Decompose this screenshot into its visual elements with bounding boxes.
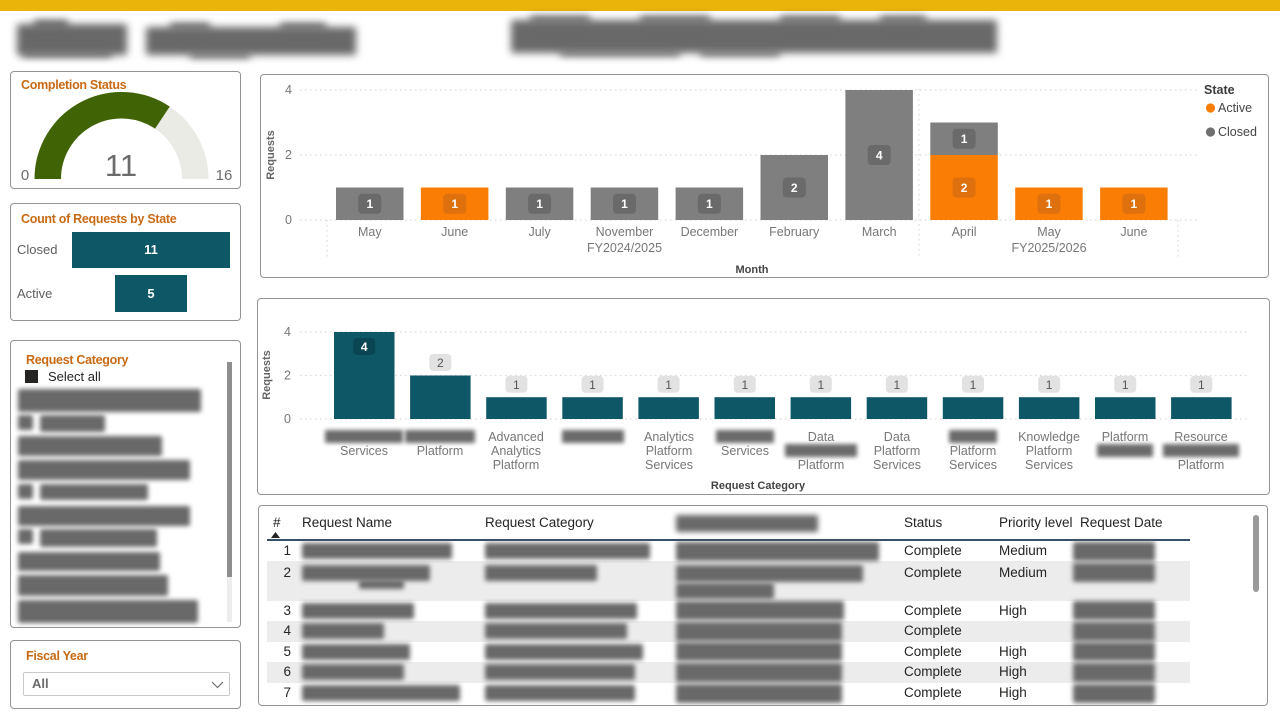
svg-text:March: March [862, 225, 897, 239]
svg-text:December: December [681, 225, 739, 239]
svg-text:June: June [441, 225, 468, 239]
svg-text:1: 1 [970, 378, 977, 392]
svg-text:Closed: Closed [1218, 125, 1257, 139]
svg-text:2: 2 [437, 356, 444, 370]
svg-text:4: 4 [284, 325, 291, 339]
svg-text:1: 1 [894, 378, 901, 392]
svg-text:2: 2 [791, 181, 798, 195]
svg-text:1: 1 [451, 197, 458, 211]
svg-text:FY2024/2025: FY2024/2025 [587, 241, 662, 255]
svg-text:0: 0 [284, 412, 291, 426]
svg-text:1: 1 [513, 378, 520, 392]
svg-text:May: May [358, 225, 382, 239]
svg-text:November: November [596, 225, 654, 239]
svg-text:4: 4 [285, 83, 292, 97]
svg-text:1: 1 [621, 197, 628, 211]
svg-text:FY2025/2026: FY2025/2026 [1011, 241, 1086, 255]
svg-text:Requests: Requests [261, 350, 273, 400]
svg-text:1: 1 [817, 378, 824, 392]
svg-text:1: 1 [1122, 378, 1129, 392]
svg-text:4: 4 [876, 149, 883, 163]
svg-text:1: 1 [741, 378, 748, 392]
svg-text:July: July [528, 225, 551, 239]
svg-text:1: 1 [665, 378, 672, 392]
svg-text:1: 1 [1046, 197, 1053, 211]
svg-text:0: 0 [285, 213, 292, 227]
svg-text:Active: Active [1218, 101, 1252, 115]
svg-text:2: 2 [961, 181, 968, 195]
svg-text:1: 1 [706, 197, 713, 211]
svg-text:April: April [952, 225, 977, 239]
svg-text:1: 1 [961, 132, 968, 146]
svg-text:1: 1 [589, 378, 596, 392]
svg-text:1: 1 [366, 197, 373, 211]
svg-text:4: 4 [361, 340, 368, 354]
svg-text:1: 1 [1131, 197, 1138, 211]
svg-text:Month: Month [736, 264, 769, 276]
svg-text:1: 1 [1046, 378, 1053, 392]
svg-text:1: 1 [536, 197, 543, 211]
svg-text:May: May [1037, 225, 1061, 239]
svg-text:1: 1 [1198, 378, 1205, 392]
svg-text:February: February [769, 225, 820, 239]
svg-text:Request Category: Request Category [711, 480, 806, 492]
svg-text:Requests: Requests [265, 130, 277, 180]
svg-text:June: June [1120, 225, 1147, 239]
svg-text:2: 2 [284, 369, 291, 383]
svg-text:2: 2 [285, 148, 292, 162]
svg-text:State: State [1204, 83, 1235, 97]
